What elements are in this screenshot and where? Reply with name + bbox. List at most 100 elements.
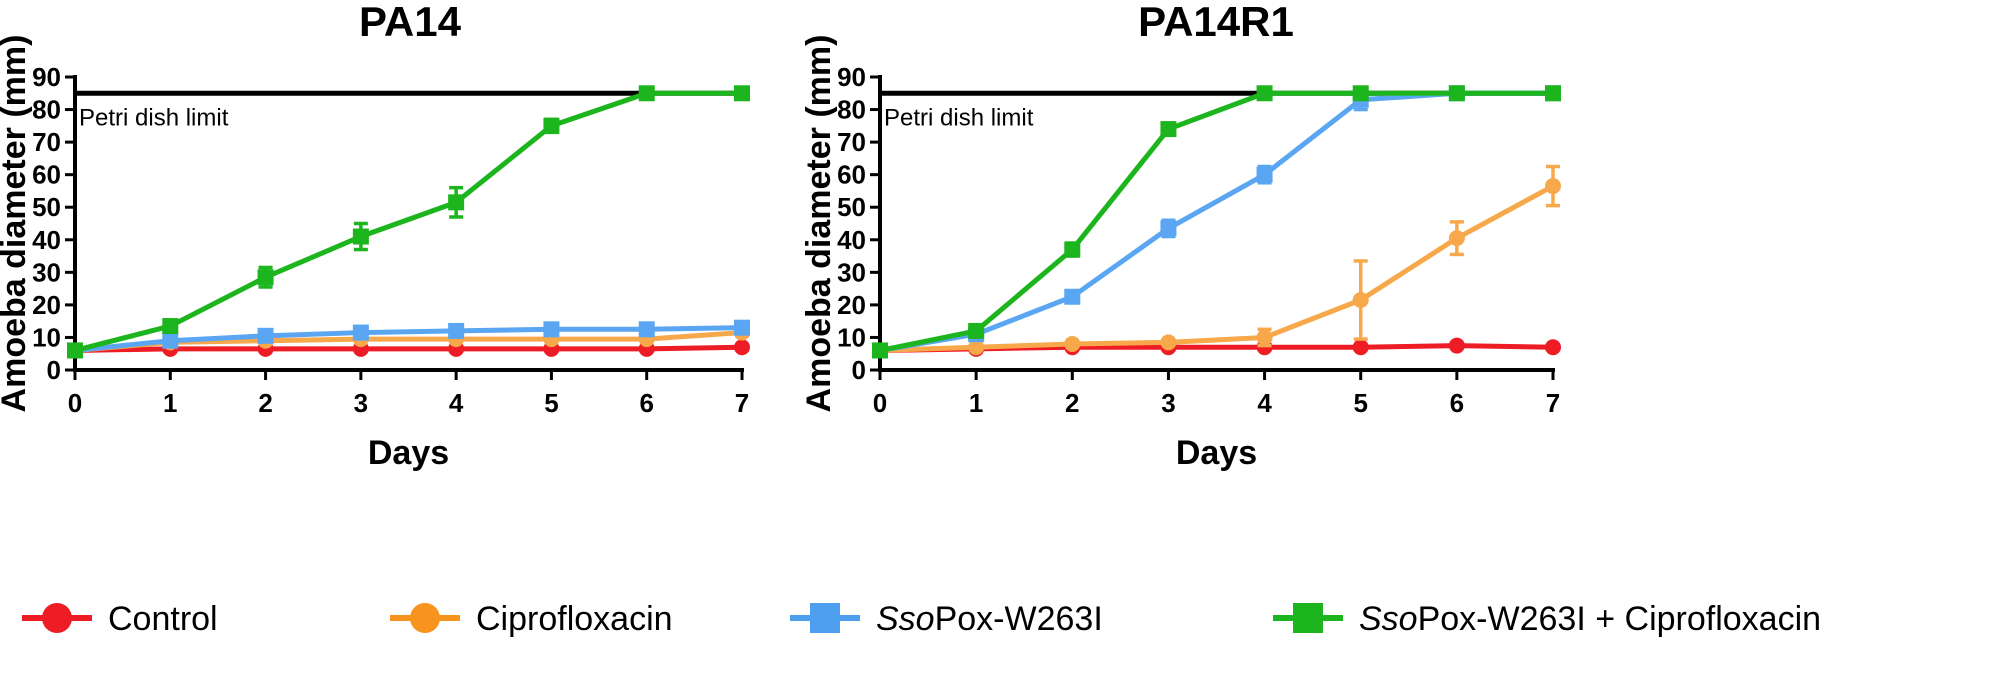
y-axis-label: Amoeba diameter (mm) (0, 35, 33, 413)
legend-label-rest: Pox-W263I (935, 600, 1103, 638)
y-tick-label: 20 (32, 290, 61, 320)
x-tick-label: 5 (544, 388, 558, 418)
data-point (734, 319, 750, 336)
x-tick-label: 6 (1450, 388, 1464, 418)
legend-label-italic: Sso (1359, 600, 1418, 638)
x-tick-label: 7 (1546, 388, 1560, 418)
data-point (257, 269, 274, 286)
data-point (1160, 220, 1177, 237)
y-tick-label: 30 (837, 257, 866, 287)
chart-title: PA14R1 (1138, 0, 1294, 45)
data-point (162, 318, 179, 335)
x-tick-label: 0 (873, 388, 887, 418)
data-point (1160, 121, 1177, 138)
y-tick-label: 30 (32, 257, 61, 287)
series-line (74, 344, 743, 353)
y-tick-label: 90 (837, 62, 866, 92)
legend-marker (42, 603, 72, 633)
data-point (1256, 85, 1273, 102)
series-line (879, 90, 1553, 353)
data-point (1256, 166, 1273, 183)
legend-label: Control (108, 600, 218, 638)
series-line (74, 325, 743, 353)
legend-label-italic: Sso (876, 600, 935, 638)
petri-dish-limit-label: Petri dish limit (884, 104, 1034, 131)
y-tick-label: 10 (837, 322, 866, 352)
data-point (448, 322, 465, 339)
y-axis-label: Amoeba diameter (mm) (800, 35, 838, 413)
y-tick-label: 50 (837, 192, 866, 222)
legend-label-rest: Pox-W263I + Ciprofloxacin (1418, 600, 1821, 638)
data-point (968, 322, 985, 339)
series-ssopox-w263i-ciprofloxacin (67, 85, 750, 359)
y-tick-label: 50 (32, 192, 61, 222)
y-tick-label: 40 (32, 225, 61, 255)
data-point (968, 339, 985, 356)
legend-label: SsoPox-W263I + Ciprofloxacin (1359, 600, 1821, 638)
legend-marker (410, 603, 440, 633)
x-axis-label: Days (368, 434, 449, 472)
legend-label: Ciprofloxacin (476, 600, 673, 638)
series-ciprofloxacin (872, 164, 1561, 359)
data-point (1064, 335, 1081, 352)
x-tick-label: 4 (449, 388, 464, 418)
data-point (1064, 241, 1081, 258)
data-point (448, 194, 465, 211)
y-tick-label: 10 (32, 322, 61, 352)
data-point (1352, 339, 1369, 356)
data-point (1064, 288, 1081, 305)
x-tick-label: 1 (163, 388, 177, 418)
legend-marker (810, 603, 840, 633)
data-point (638, 85, 655, 102)
data-point (352, 228, 369, 245)
y-tick-label: 0 (47, 355, 61, 385)
series-line (879, 183, 1555, 353)
data-point (1545, 178, 1561, 195)
y-tick-label: 0 (852, 355, 866, 385)
data-point (67, 342, 83, 359)
legend-label: SsoPox-W263I (876, 600, 1103, 638)
data-point (1352, 292, 1369, 309)
legend-item: SsoPox-W263I (790, 600, 1103, 638)
x-tick-label: 5 (1353, 388, 1367, 418)
series-ssopox-w263i (67, 319, 750, 359)
legend: Control Ciprofloxacin SsoPox-W263I SsoPox-W… (22, 600, 1821, 638)
x-tick-label: 4 (1257, 388, 1272, 418)
data-point (1448, 85, 1465, 102)
data-point (1448, 337, 1465, 354)
data-point (1160, 334, 1177, 351)
x-tick-label: 3 (354, 388, 368, 418)
data-point (1448, 230, 1465, 247)
legend-marker (1293, 603, 1323, 633)
data-point (872, 342, 888, 359)
petri-dish-limit-label: Petri dish limit (79, 104, 229, 131)
y-tick-label: 60 (32, 160, 61, 190)
data-point (352, 324, 369, 341)
legend-item: Control (22, 600, 218, 638)
y-tick-label: 70 (32, 127, 61, 157)
x-tick-label: 7 (735, 388, 749, 418)
data-point (734, 85, 750, 102)
x-tick-label: 2 (1065, 388, 1079, 418)
legend-item: Ciprofloxacin (390, 600, 673, 638)
y-tick-label: 80 (837, 95, 866, 125)
series-line (74, 90, 742, 353)
data-point (543, 117, 560, 134)
data-point (1545, 339, 1561, 356)
legend-item: SsoPox-W263I + Ciprofloxacin (1273, 600, 1821, 638)
data-point (543, 321, 560, 338)
y-tick-label: 70 (837, 127, 866, 157)
data-point (638, 321, 655, 338)
y-tick-label: 90 (32, 62, 61, 92)
data-point (257, 327, 274, 344)
x-tick-label: 1 (969, 388, 983, 418)
chart-title: PA14 (359, 0, 462, 45)
x-axis-label: Days (1176, 434, 1257, 472)
data-point (1352, 85, 1369, 102)
y-tick-label: 60 (837, 160, 866, 190)
data-point (162, 332, 179, 349)
y-tick-label: 80 (32, 95, 61, 125)
